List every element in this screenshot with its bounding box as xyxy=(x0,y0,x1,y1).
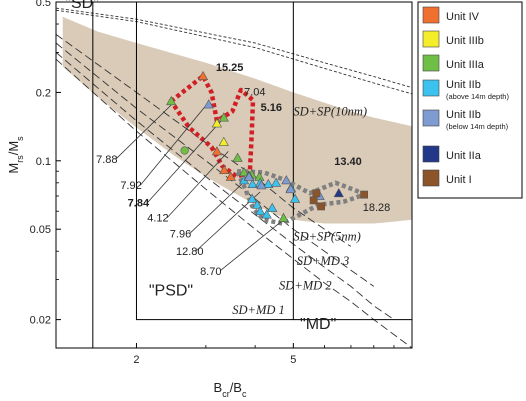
legend-swatch-1 xyxy=(422,30,440,48)
legend-swatch-4 xyxy=(422,109,440,127)
data-point-s2-2 xyxy=(232,152,243,162)
legend-swatch-0 xyxy=(422,6,440,24)
data-point-s0-1 xyxy=(211,146,223,156)
y-tick-label-4: 0.02 xyxy=(30,315,51,327)
point-label-1: 7.04 xyxy=(244,86,265,98)
curve-label-1: SD+SP(5nm) xyxy=(293,230,360,244)
curve-label-0: SD+SP(10nm) xyxy=(293,105,367,119)
data-points xyxy=(166,70,369,222)
data-point-s7-2 xyxy=(317,202,325,211)
legend-label-5: Unit IIa xyxy=(446,150,482,162)
curve-label-3: SD+MD 2 xyxy=(279,278,332,292)
data-point-s5-2 xyxy=(256,180,267,190)
data-point-s5-4 xyxy=(285,183,296,194)
data-point-s4-4 xyxy=(270,177,282,187)
point-label-4: 18.28 xyxy=(363,202,391,214)
curve-sd-sp-upper-1 xyxy=(56,7,412,89)
annotations: 7.88 7.92 7.84 4.127.96 12.80 8.70 15.257.04 5.… xyxy=(65,0,390,333)
data-point-s5-3 xyxy=(281,175,292,185)
callout-leader-4 xyxy=(189,177,249,234)
data-point-s0-0 xyxy=(197,70,209,80)
region-label-0: "SD" xyxy=(65,0,99,12)
x-tick-label-0: 2 xyxy=(133,354,139,366)
legend-swatch-2 xyxy=(422,54,440,72)
y-axis-label: Mrs/Ms xyxy=(6,136,25,174)
curve-sd-md-1 xyxy=(56,58,412,348)
region-label-2: "MD" xyxy=(300,316,336,333)
group-outlines xyxy=(169,73,367,226)
data-point-s4-6 xyxy=(289,193,301,203)
data-point-s4-3 xyxy=(263,178,274,188)
data-point-s5-6 xyxy=(243,171,255,181)
data-point-s1-0 xyxy=(211,118,223,128)
shaded-envelope xyxy=(62,16,412,224)
legend-label-2: Unit IIIa xyxy=(446,59,485,71)
data-point-s0-3 xyxy=(225,171,236,181)
data-point-s7-3 xyxy=(360,190,369,199)
legend-sublabel-4: (below 14m depth) xyxy=(446,122,509,131)
legend-swatch-5 xyxy=(422,145,440,163)
region-label-1: "PSD" xyxy=(149,283,193,300)
sd-sp-mixing-envelope xyxy=(62,16,412,224)
callout-label-5: 12.80 xyxy=(176,246,204,258)
unit-ii-outline xyxy=(235,168,367,226)
callout-label-6: 8.70 xyxy=(200,266,221,278)
callout-label-3: 4.12 xyxy=(147,213,168,225)
data-point-s5-0 xyxy=(203,99,214,109)
data-point-s1-1 xyxy=(218,136,229,146)
data-point-s2-1 xyxy=(218,112,229,122)
legend-label-4: Unit IIb xyxy=(446,109,481,121)
y-tick-label-2: 0.1 xyxy=(36,156,51,168)
x-tick-label-1: 5 xyxy=(290,354,296,366)
callout-leader-2 xyxy=(147,120,222,203)
legend-label-3: Unit IIb xyxy=(446,79,481,91)
data-point-s4-7 xyxy=(246,193,258,203)
data-point-s2-6 xyxy=(278,212,289,222)
legend-sublabel-3: (above 14m depth) xyxy=(446,92,509,101)
curve-sd-md-3 xyxy=(56,42,375,287)
legend-label-0: Unit IV xyxy=(446,11,480,23)
data-point-s4-9 xyxy=(255,205,266,216)
data-point-s4-1 xyxy=(247,178,258,188)
point-label-0: 15.25 xyxy=(216,62,244,74)
callout-label-1: 7.92 xyxy=(120,180,141,192)
x-axis-label: Bcr/Bc xyxy=(214,380,247,399)
y-tick-label-1: 0.2 xyxy=(36,87,51,99)
callout-leader-6 xyxy=(219,219,284,272)
callout-leader-0 xyxy=(115,104,172,160)
plot-frame xyxy=(55,1,413,349)
data-point-s3-0 xyxy=(180,146,189,155)
data-point-s6-0 xyxy=(333,188,344,198)
legend-swatch-3 xyxy=(422,79,440,97)
y-tick-label-3: 0.05 xyxy=(30,224,51,236)
point-label-3: 13.40 xyxy=(334,156,362,168)
data-point-s7-0 xyxy=(309,196,318,205)
curve-sd-sp-upper-2 xyxy=(56,9,412,95)
y-tick-label-0: 0.5 xyxy=(36,0,51,9)
callout-leader-3 xyxy=(166,151,229,218)
callout-label-2: 7.84 xyxy=(128,197,150,209)
unit-iv-outline xyxy=(169,73,256,180)
legend-label-1: Unit IIIb xyxy=(446,35,484,47)
callout-label-0: 7.88 xyxy=(96,154,117,166)
data-point-s7-1 xyxy=(312,189,321,198)
data-point-s4-8 xyxy=(252,199,263,209)
point-label-2: 5.16 xyxy=(261,102,282,114)
data-point-s4-11 xyxy=(261,209,272,219)
data-point-s0-2 xyxy=(219,164,230,175)
curve-label-4: SD+MD 1 xyxy=(232,303,285,317)
data-point-s2-0 xyxy=(166,95,177,106)
callout-leader-1 xyxy=(140,105,207,186)
axes: 0.5 0.2 0.1 0.05 0.02 2 5 Bcr/Bc Mrs/Ms xyxy=(6,0,413,399)
legend-swatch-6 xyxy=(422,169,440,187)
callout-label-4: 7.96 xyxy=(170,228,191,240)
curve-label-2: SD+MD 3 xyxy=(297,254,350,268)
data-point-s4-10 xyxy=(267,202,278,212)
legend-label-6: Unit I xyxy=(446,174,472,186)
